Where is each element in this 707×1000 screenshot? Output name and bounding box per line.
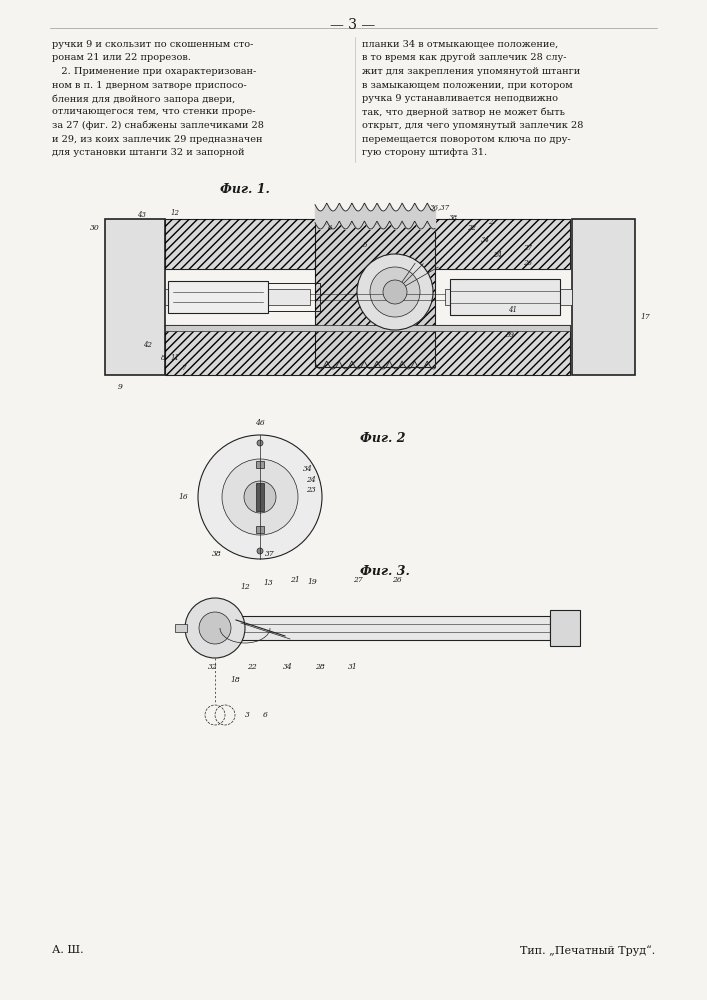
Text: 37: 37 [265,550,275,558]
Text: 2. Применение при охарактеризован-: 2. Применение при охарактеризован- [52,67,256,76]
Text: перемещается поворотом ключа по дру-: перемещается поворотом ключа по дру- [362,134,571,143]
Text: 17: 17 [640,313,650,321]
Text: 24: 24 [493,251,503,259]
Bar [168,281,268,313]
Text: Фиг. 3.: Фиг. 3. [360,565,410,578]
Text: 13: 13 [263,579,273,587]
Text: Тип. „Печатный Труд“.: Тип. „Печатный Труд“. [520,945,655,956]
Text: открыт, для чего упомянутый заплечик 28: открыт, для чего упомянутый заплечик 28 [362,121,583,130]
Text: 46: 46 [255,419,265,427]
Circle shape [257,548,263,554]
Text: 9: 9 [117,383,122,391]
Text: и 29, из коих заплечик 29 предназначен: и 29, из коих заплечик 29 предназначен [52,134,262,143]
Text: 30: 30 [90,224,100,232]
Circle shape [222,459,298,535]
Circle shape [257,440,263,446]
Text: Фиг. 1.: Фиг. 1. [220,183,270,196]
Text: для установки штанги 32 и запорной: для установки штанги 32 и запорной [52,148,245,157]
Text: 34: 34 [283,663,293,671]
Bar [572,219,635,375]
Text: ронам 21 или 22 прорезов.: ронам 21 или 22 прорезов. [52,53,191,62]
Circle shape [199,612,231,644]
Text: 11: 11 [170,354,180,362]
Text: 6: 6 [262,711,267,719]
Text: 22: 22 [467,224,477,232]
Text: в замыкающем положении, при котором: в замыкающем положении, при котором [362,81,573,90]
Text: 32: 32 [208,663,218,671]
Text: 22: 22 [279,498,288,506]
Text: Фиг. 2: Фиг. 2 [360,432,406,445]
Text: ручки 9 и скользит по скошенным сто-: ручки 9 и скользит по скошенным сто- [52,40,253,49]
Circle shape [383,280,407,304]
Text: 27: 27 [489,218,498,226]
Text: 38: 38 [212,550,222,558]
Text: — 3 —: — 3 — [330,18,375,32]
Bar [450,279,560,315]
Bar [165,325,570,375]
Text: 26: 26 [392,576,402,584]
Bar [105,219,165,375]
Bar [165,219,570,269]
Text: за 27 (фиг. 2) снабжены заплечиками 28: за 27 (фиг. 2) снабжены заплечиками 28 [52,121,264,130]
Text: 34: 34 [481,236,489,244]
Text: 28: 28 [315,663,325,671]
Circle shape [357,254,433,330]
Text: 36,37: 36,37 [430,203,450,211]
Bar [165,325,570,375]
Bar [256,526,264,533]
Text: так, что дверной затвор не может быть: так, что дверной затвор не может быть [362,107,565,117]
Bar [550,610,580,646]
Bar [165,325,570,331]
Bar [175,624,187,632]
Bar [315,221,435,367]
Bar [256,461,264,468]
Text: 27: 27 [523,244,532,252]
Bar [572,219,635,375]
Text: отличающегося тем, что стенки проре-: отличающегося тем, что стенки проре- [52,107,255,116]
Text: 16: 16 [178,493,188,501]
Text: 39: 39 [506,331,515,339]
Text: 12: 12 [240,583,250,591]
Text: 12: 12 [265,513,275,521]
Circle shape [370,267,420,317]
Text: 5: 5 [363,241,367,249]
Text: жит для закрепления упомянутой штанги: жит для закрепления упомянутой штанги [362,67,580,76]
Bar [240,616,550,640]
Text: 3: 3 [245,711,250,719]
Text: 8: 8 [160,354,165,362]
Text: 38: 38 [448,214,457,222]
Text: 41: 41 [508,306,518,314]
Bar [315,221,435,367]
Text: А. Ш.: А. Ш. [52,945,83,955]
Text: 21: 21 [290,576,300,584]
Circle shape [185,598,245,658]
Text: 18: 18 [230,676,240,684]
Text: 34: 34 [303,465,312,473]
Text: 27: 27 [353,576,363,584]
Text: 12: 12 [170,209,180,217]
Text: 26: 26 [523,259,532,267]
Circle shape [244,481,276,513]
Bar [256,483,264,511]
Text: 22: 22 [247,663,257,671]
Text: 7: 7 [181,364,185,372]
Text: ручка 9 устанавливается неподвижно: ручка 9 устанавливается неподвижно [362,94,558,103]
Text: в то время как другой заплечик 28 слу-: в то время как другой заплечик 28 слу- [362,53,566,62]
Circle shape [198,435,322,559]
Text: 43: 43 [137,211,146,219]
Bar [165,219,570,269]
Text: ном в п. 1 дверном затворе приспосо-: ном в п. 1 дверном затворе приспосо- [52,81,247,90]
Text: 42: 42 [144,341,153,349]
Bar [105,219,165,375]
Text: 6: 6 [328,224,332,232]
Text: 24: 24 [306,476,316,484]
Text: планки 34 в отмыкающее положение,: планки 34 в отмыкающее положение, [362,40,559,49]
Text: 23: 23 [306,486,316,494]
Text: гую сторону штифта 31.: гую сторону штифта 31. [362,148,487,157]
Text: 19: 19 [307,578,317,586]
Text: бления для двойного запора двери,: бления для двойного запора двери, [52,94,235,104]
Text: 31: 31 [348,663,358,671]
